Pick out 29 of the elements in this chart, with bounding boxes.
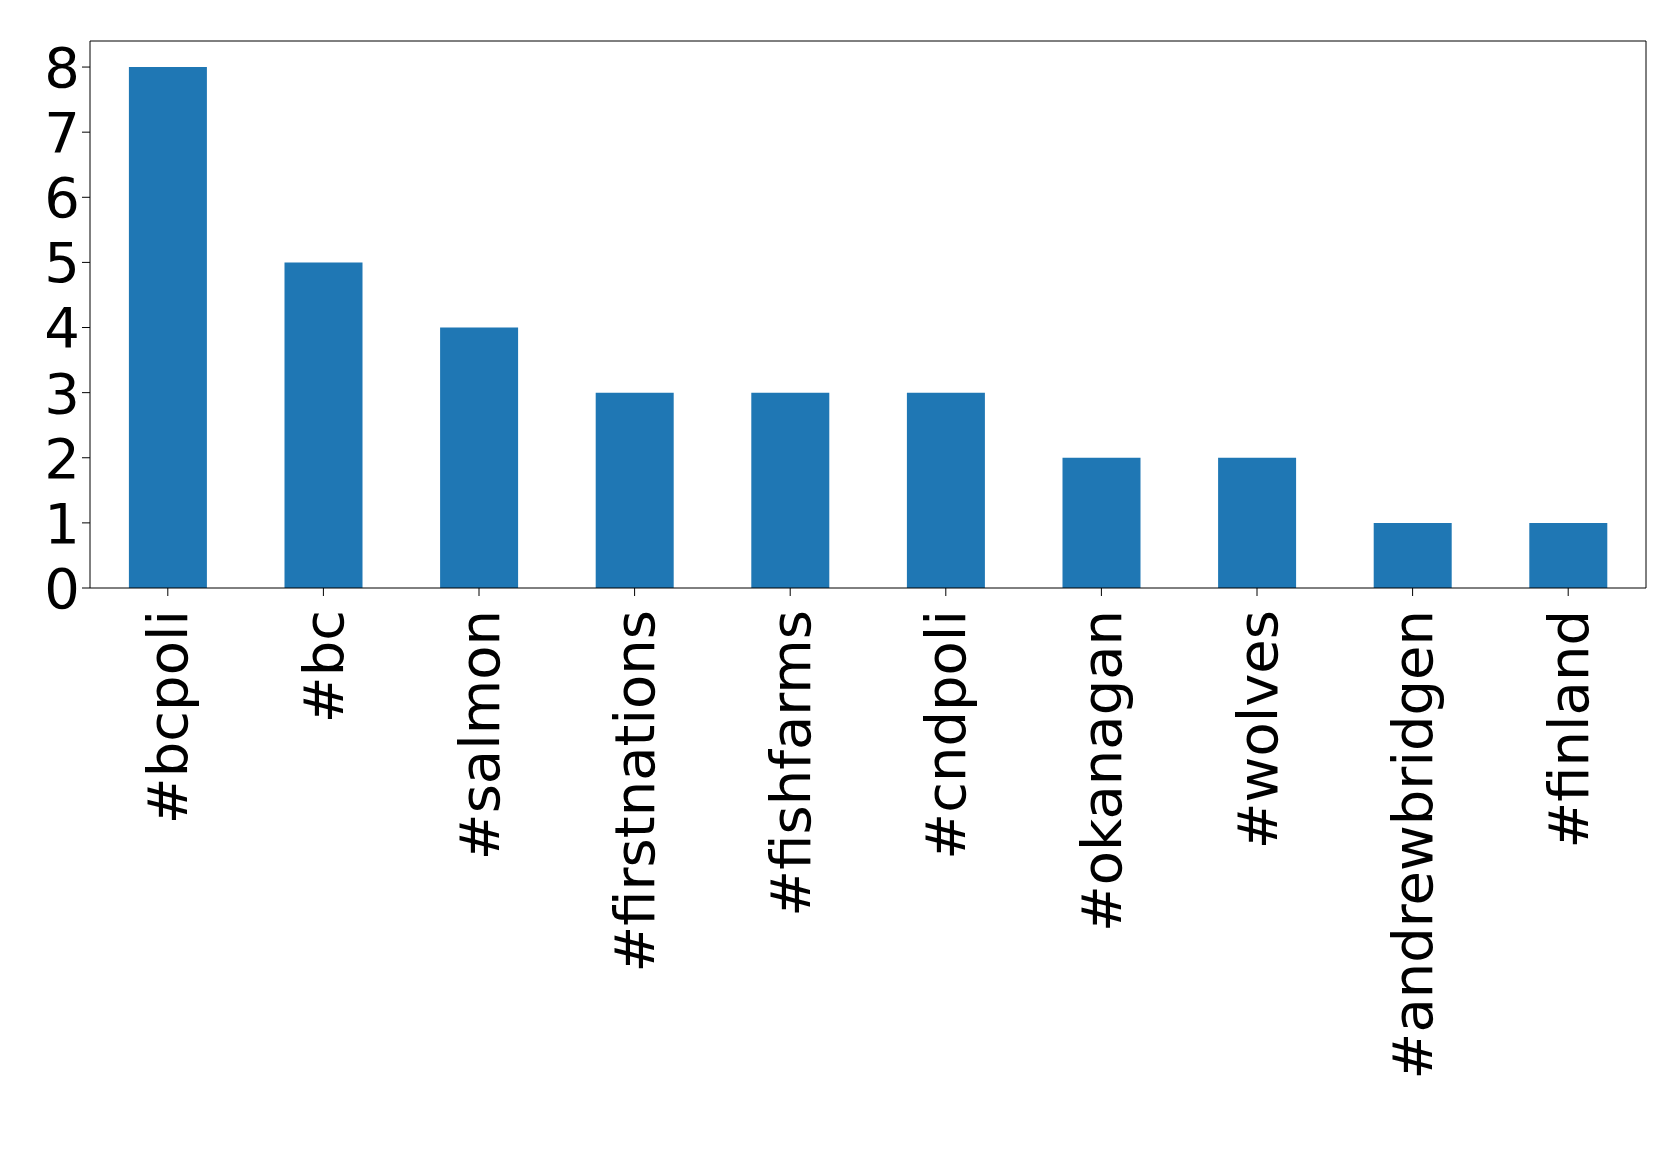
bar [440,327,519,588]
y-tick-label: 4 [44,295,80,361]
y-tick-label: 6 [44,165,80,231]
y-tick-label: 1 [44,490,80,556]
bar [284,262,363,588]
bar [1529,522,1608,588]
y-tick-label: 2 [44,425,80,491]
y-tick-label: 0 [44,555,80,621]
x-tick-label: #cndpoli [913,610,979,860]
x-tick-label: #fishfarms [757,610,823,917]
bar [1373,522,1452,588]
y-tick-label: 7 [44,100,80,166]
y-tick-label: 3 [44,360,80,426]
x-tick-label: #salmon [446,610,512,861]
x-tick-label: #bc [290,610,356,724]
x-tick-label: #bcpoli [135,610,201,825]
x-tick-label: #firstnations [602,610,668,973]
x-tick-label: #wolves [1224,610,1290,850]
x-tick-label: #andrewbridgen [1380,610,1446,1080]
y-tick-label: 8 [44,34,80,100]
bar [906,392,985,588]
bar [751,392,830,588]
bar [595,392,674,588]
bar [1218,457,1297,588]
y-tick-label: 5 [44,230,80,296]
x-tick-label: #okanagan [1068,610,1134,933]
x-tick-label: #finland [1535,610,1601,849]
bar [1062,457,1141,588]
bar [128,67,207,588]
